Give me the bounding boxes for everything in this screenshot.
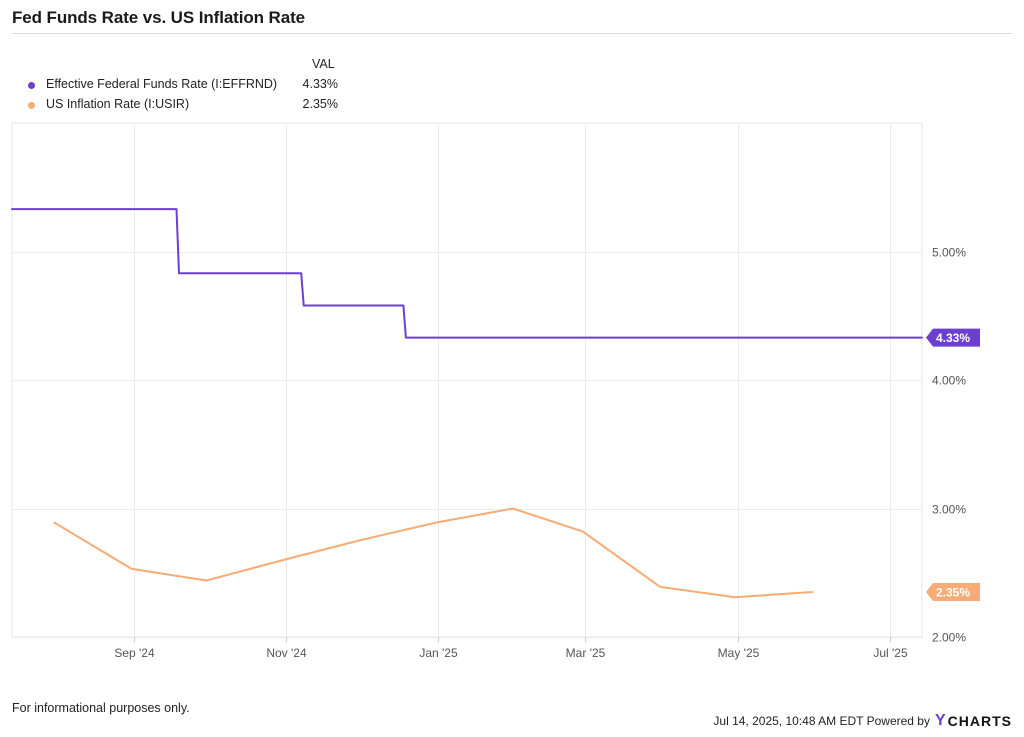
page-title: Fed Funds Rate vs. US Inflation Rate bbox=[12, 8, 305, 27]
x-tick-label: Jan '25 bbox=[419, 646, 458, 660]
y-tick-label: 5.00% bbox=[932, 246, 966, 260]
legend: VAL Effective Federal Funds Rate (I:EFFR… bbox=[0, 0, 400, 120]
x-tick-label: May '25 bbox=[718, 646, 760, 660]
legend-item-fed-funds[interactable]: Effective Federal Funds Rate (I:EFFRND) … bbox=[20, 77, 380, 95]
title-divider bbox=[12, 33, 1012, 34]
legend-dot-icon bbox=[28, 102, 35, 109]
fed-funds-end-label: 4.33% bbox=[936, 331, 970, 345]
legend-item-label: Effective Federal Funds Rate (I:EFFRND) bbox=[46, 77, 278, 91]
ycharts-logo-text: CHARTS bbox=[947, 713, 1012, 729]
ycharts-logo[interactable]: Y CHARTS bbox=[935, 712, 1012, 730]
x-tick-label: Mar '25 bbox=[566, 646, 606, 660]
inflation-end-label: 2.35% bbox=[936, 586, 970, 600]
fed-funds-end-tag bbox=[926, 328, 980, 347]
inflation-line bbox=[53, 507, 814, 599]
x-tick-label: Sep '24 bbox=[114, 646, 155, 660]
x-tick-label: Jul '25 bbox=[873, 646, 908, 660]
disclaimer-note: For informational purposes only. bbox=[12, 701, 190, 715]
inflation-end-tag bbox=[926, 583, 980, 602]
fed-funds-line bbox=[11, 208, 923, 339]
legend-dot-icon bbox=[28, 82, 35, 89]
footer-attribution: Jul 14, 2025, 10:48 AM EDT Powered by Y … bbox=[713, 712, 1012, 730]
y-tick-label: 2.00% bbox=[932, 631, 966, 645]
footer-timestamp: Jul 14, 2025, 10:48 AM EDT Powered by bbox=[713, 714, 930, 728]
x-tick-label: Nov '24 bbox=[266, 646, 307, 660]
ycharts-logo-mark: Y bbox=[934, 712, 947, 729]
legend-item-value: 2.35% bbox=[302, 97, 338, 111]
y-tick-label: 3.00% bbox=[932, 503, 966, 517]
legend-item-value: 4.33% bbox=[302, 77, 338, 91]
legend-item-label: US Inflation Rate (I:USIR) bbox=[46, 97, 190, 111]
y-tick-label: 4.00% bbox=[932, 374, 966, 388]
legend-item-inflation[interactable]: US Inflation Rate (I:USIR) 2.35% bbox=[20, 97, 380, 115]
legend-value-header: VAL bbox=[312, 57, 335, 71]
